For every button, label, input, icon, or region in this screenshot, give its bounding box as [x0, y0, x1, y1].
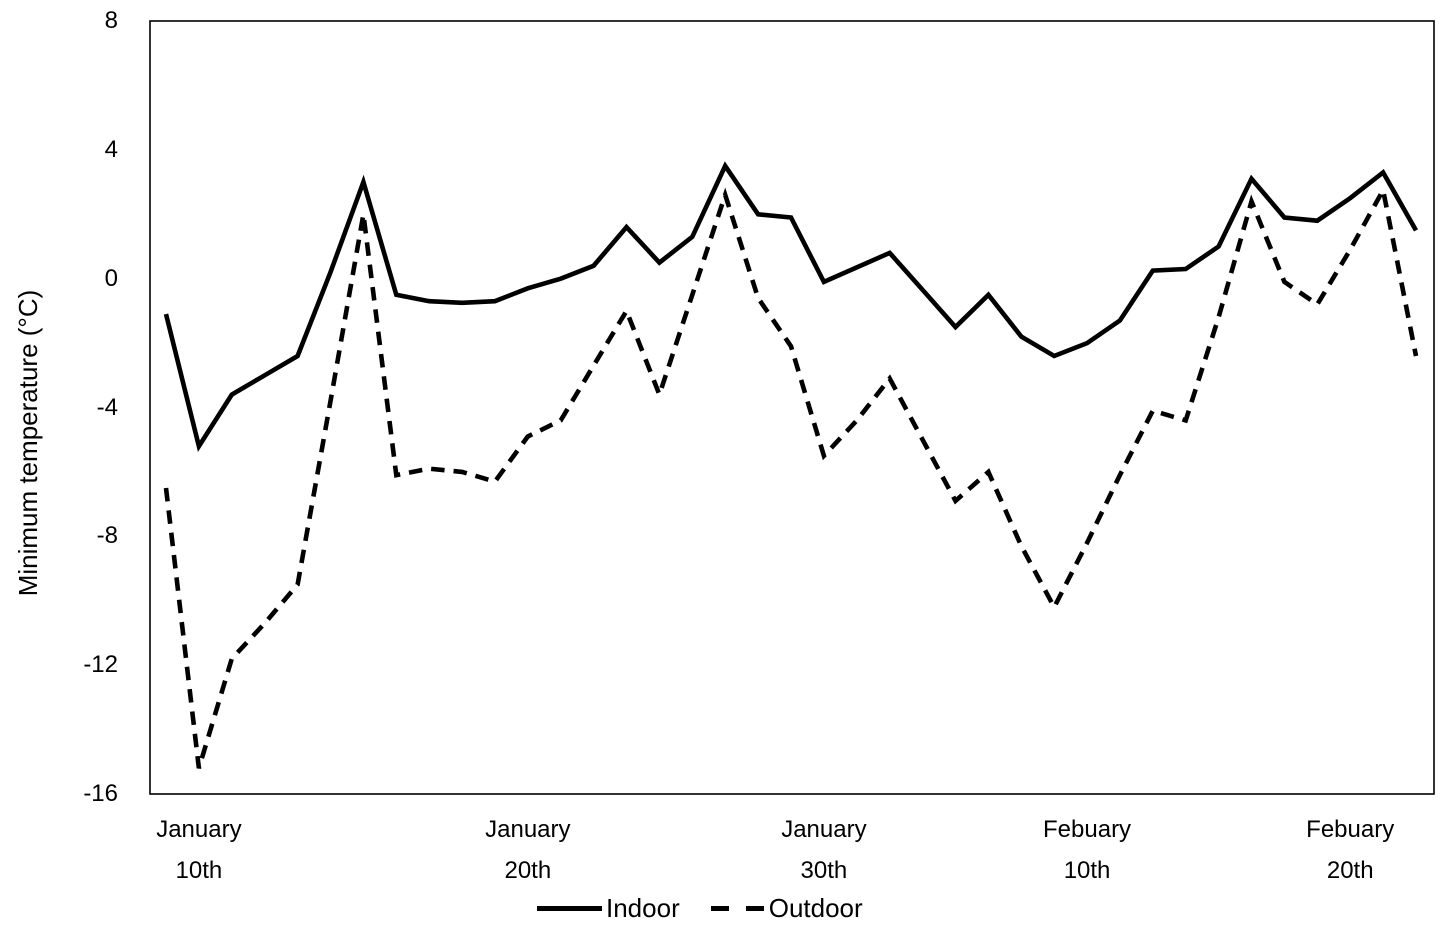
y-tick-label: -12 — [83, 651, 118, 679]
y-tick-label: -16 — [83, 780, 118, 807]
indoor-solid-line-icon — [537, 906, 602, 911]
x-axis-label-day: 20th — [504, 857, 552, 884]
legend-label-outdoor: Outdoor — [768, 893, 863, 923]
x-axis-label-day: 30th — [800, 857, 848, 884]
y-tick-label: -8 — [96, 522, 118, 550]
x-axis-label-day: 10th — [1063, 857, 1111, 884]
y-tick-label: 4 — [104, 135, 118, 163]
x-axis-label: January 10th — [114, 809, 284, 891]
x-axis-label-month: January — [781, 816, 867, 843]
y-tick-label: 8 — [104, 7, 118, 34]
legend: Indoor Outdoor — [537, 893, 863, 924]
outdoor-line — [163, 183, 1419, 769]
legend-label-indoor: Indoor — [606, 893, 680, 923]
legend-item-outdoor: Outdoor — [710, 893, 863, 924]
y-tick-label: -4 — [96, 393, 118, 421]
x-axis-label: January 30th — [739, 809, 909, 891]
plot-border — [149, 20, 1435, 795]
x-axis-label: Febuary 20th — [1265, 809, 1435, 891]
x-axis-label-month: January — [485, 816, 571, 843]
x-axis-label-day: 20th — [1326, 857, 1374, 884]
legend-item-indoor: Indoor — [537, 893, 680, 924]
x-axis-label-month: Febuary — [1043, 816, 1132, 843]
outdoor-dashed-line-icon — [710, 906, 765, 911]
x-axis-label: January 20th — [443, 809, 613, 891]
x-axis-label-month: January — [156, 816, 242, 843]
x-axis-label-month: Febuary — [1306, 816, 1395, 843]
x-axis-label: Febuary 10th — [1002, 809, 1172, 891]
indoor-line — [163, 161, 1419, 452]
x-axis-label-day: 10th — [175, 857, 223, 884]
y-tick-label: 0 — [104, 264, 118, 292]
